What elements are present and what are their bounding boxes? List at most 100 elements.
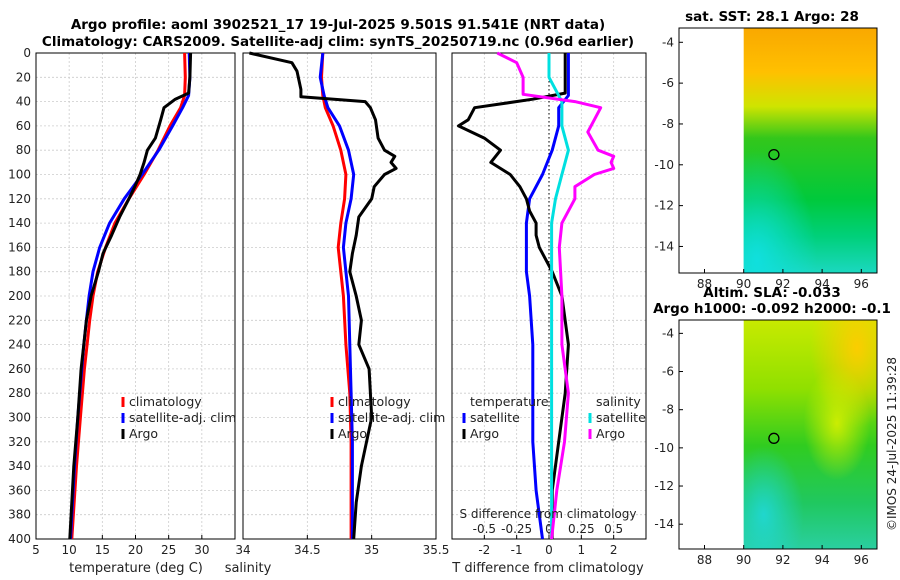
sst-map-ytick-label: -6 <box>662 76 674 90</box>
temperature-legend-label: Argo <box>129 426 158 441</box>
difference-legend-temperature-header: temperature <box>470 394 549 409</box>
temperature-ytick-label: 280 <box>8 386 31 400</box>
difference-s-tick-label: -0.5 <box>473 522 496 536</box>
sst-map-xtick-label: 88 <box>697 277 712 291</box>
sst-map-argo-location-marker <box>768 148 780 161</box>
sst-map-frame <box>678 27 878 274</box>
salinity-series-2 <box>249 51 398 540</box>
sst-map-ytick-label: -4 <box>662 35 674 49</box>
sst-map-ytick-label: -10 <box>654 158 674 172</box>
temperature-ytick-label: 160 <box>8 240 31 254</box>
sla-map-xtick-label: 90 <box>736 553 751 567</box>
temperature-xtick-label: 30 <box>194 543 209 557</box>
salinity-xlabel: salinity <box>225 561 272 576</box>
difference-s-tick-label: 0.5 <box>604 522 623 536</box>
sla-map-argo-location-marker <box>768 432 780 444</box>
sst-map-field-1 <box>743 28 877 273</box>
temperature-series-2 <box>68 52 193 540</box>
sla-map: 88 90 92 94 96 -4 -6 -8 -10 -12 -14 <box>654 319 878 567</box>
temperature-ytick-label: 80 <box>16 143 31 157</box>
sst-map-ytick-label: -8 <box>662 117 674 131</box>
temperature-ytick-label: 200 <box>8 289 31 303</box>
figure-title-line1: Argo profile: aoml 3902521_17 19-Jul-202… <box>71 17 605 33</box>
difference-xlabel: T difference from climatology <box>451 561 644 576</box>
temperature-ytick-label: 400 <box>8 532 31 546</box>
salinity-legend-label: climatology <box>338 394 411 409</box>
difference-series-1 <box>457 53 570 539</box>
temperature-ytick-label: 360 <box>8 483 31 497</box>
salinity-frame <box>242 52 437 540</box>
s-difference-axis-label: S difference from climatology <box>460 507 637 521</box>
difference-xtick-label: -1 <box>511 543 523 557</box>
imos-timestamp: ©IMOS 24-Jul-2025 11:39:28 <box>885 357 899 531</box>
salinity-xtick-label: 34.5 <box>294 543 321 557</box>
sst-map-xtick-label: 90 <box>736 277 751 291</box>
sla-map-ytick-label: -12 <box>654 479 674 493</box>
temperature-xtick-label: 5 <box>32 543 40 557</box>
difference-series-2 <box>547 53 570 539</box>
sla-map-ytick-label: -8 <box>662 403 674 417</box>
sst-map-xtick-label: 96 <box>854 277 869 291</box>
temperature-ytick-label: 240 <box>8 338 31 352</box>
temperature-ytick-label: 60 <box>16 119 31 133</box>
temperature-ytick-label: 40 <box>16 95 31 109</box>
sst-map-ytick-label: -14 <box>654 239 674 253</box>
difference-salinity-legend-label: satellite <box>596 410 646 425</box>
salinity-xtick-label: 35.5 <box>423 543 450 557</box>
temperature-legend-label: climatology <box>129 394 202 409</box>
temperature-xtick-label: 15 <box>95 543 110 557</box>
sla-map-field-3 <box>743 320 877 549</box>
temperature-ytick-label: 380 <box>8 508 31 522</box>
sla-map-xtick-label: 94 <box>814 553 829 567</box>
salinity-series-1 <box>318 52 356 539</box>
temperature-ytick-label: 340 <box>8 459 31 473</box>
temperature-ytick-label: 300 <box>8 411 31 425</box>
temperature-xlabel: temperature (deg C) <box>69 561 203 576</box>
temperature-ytick-label: 320 <box>8 435 31 449</box>
sla-map-frame <box>678 319 878 550</box>
difference-series-3 <box>496 51 616 540</box>
temperature-legend-label: satellite-adj. clim <box>129 410 236 425</box>
salinity-xtick-label: 35 <box>364 543 379 557</box>
sla-map-ytick-label: -14 <box>654 517 674 531</box>
difference-panel: -2 -1 0 1 2 -0.5 -0.25 0 0.25 0.5 temperature salin… <box>451 51 647 557</box>
difference-s-tick-label: 0.25 <box>568 522 595 536</box>
sst-map-title: sat. SST: 28.1 Argo: 28 <box>685 9 859 25</box>
difference-xtick-label: 1 <box>578 543 586 557</box>
difference-legend-salinity-header: salinity <box>596 394 641 409</box>
temperature-ytick-label: 220 <box>8 313 31 327</box>
sst-map-xtick-label: 94 <box>814 277 829 291</box>
temperature-ytick-label: 20 <box>16 70 31 84</box>
sla-map-ytick-label: -10 <box>654 441 674 455</box>
temperature-ytick-label: 100 <box>8 168 31 182</box>
sla-map-title-line2: Argo h1000: -0.092 h2000: -0.1 <box>653 301 891 317</box>
temperature-ytick-label: 120 <box>8 192 31 206</box>
difference-temperature-legend-label: satellite <box>470 410 520 425</box>
temperature-xtick-label: 10 <box>62 543 77 557</box>
sst-map-xtick-label: 92 <box>775 277 790 291</box>
difference-xtick-label: -2 <box>478 543 490 557</box>
temperature-ytick-label: 0 <box>23 46 31 60</box>
sla-map-title-line1: Altim. SLA: -0.033 <box>703 285 840 301</box>
temperature-ytick-label: 260 <box>8 362 31 376</box>
sla-map-ytick-label: -6 <box>662 365 674 379</box>
sla-map-ytick-label: -4 <box>662 326 674 340</box>
salinity-legend-label: satellite-adj. clim <box>338 410 445 425</box>
difference-xtick-label: 2 <box>610 543 618 557</box>
difference-xtick-label: 0 <box>545 543 553 557</box>
salinity-xtick-label: 34 <box>235 543 250 557</box>
figure-title-line2: Climatology: CARS2009. Satellite-adj cli… <box>42 34 634 50</box>
temperature-xtick-label: 20 <box>128 543 143 557</box>
salinity-legend-label: Argo <box>338 426 367 441</box>
sla-map-xtick-label: 96 <box>854 553 869 567</box>
sst-map: 88 90 92 94 96 -4 -6 -8 -10 -12 -14 <box>654 27 878 291</box>
temperature-panel: 5 10 15 20 25 3002040608010012014016018020022… <box>8 46 236 557</box>
sla-map-xtick-label: 88 <box>697 553 712 567</box>
sst-map-ytick-label: -12 <box>654 199 674 213</box>
difference-s-tick-label: -0.25 <box>501 522 532 536</box>
temperature-ytick-label: 140 <box>8 216 31 230</box>
difference-salinity-legend-label: Argo <box>596 426 625 441</box>
difference-s-tick-label: 0 <box>545 522 553 536</box>
